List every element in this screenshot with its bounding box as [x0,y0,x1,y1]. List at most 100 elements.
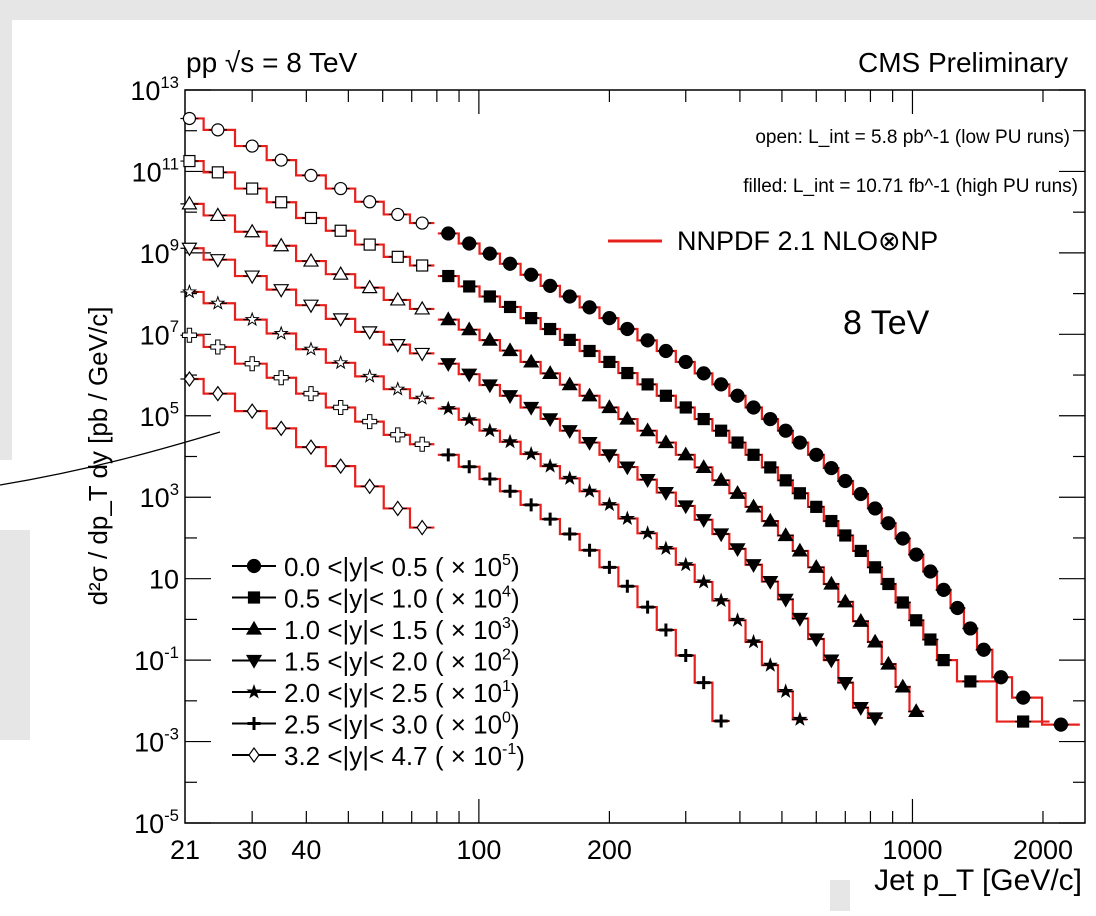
data-point-filled [894,678,911,693]
data-point-open [246,182,259,195]
data-point-filled [463,280,476,293]
data-point-open [333,354,349,370]
data-point-filled [462,460,476,474]
annotation-filled: filled: L_int = 10.71 fb^-1 (high PU run… [743,176,1078,197]
data-point-open [183,154,196,168]
background-strip-left [0,20,12,460]
data-point-filled [678,556,694,572]
annotation-theory: NNPDF 2.1 NLO⊗NP [677,226,938,256]
theory-curve-high-pt [437,232,1080,726]
data-point-filled [440,311,457,326]
legend-label: 0.5 <|y|< 1.0 ( × 104) [284,584,520,614]
annotation-energy: 8 TeV [843,304,930,342]
data-point-open [363,478,376,495]
data-point-filled [763,411,778,427]
background-strip-left-lower [0,530,30,740]
data-point-filled [867,633,884,648]
data-point-filled [542,413,559,428]
data-point-open [361,279,378,294]
data-point-filled [777,593,794,608]
data-point-filled [462,236,477,251]
data-point-filled [808,559,825,573]
data-point-filled [601,399,618,414]
legend-marker [248,746,260,764]
theory-curve-high-pt [437,362,883,720]
data-point-filled [640,333,655,348]
data-point-open [210,339,226,355]
data-point-filled [825,514,838,528]
y-tick-label: 1011 [132,154,179,187]
data-point-filled [679,401,692,414]
data-point-filled [764,461,777,474]
data-point-filled [602,560,616,574]
y-tick-label: 10-5 [134,806,179,839]
data-point-filled [602,311,617,326]
data-point-filled [745,559,762,573]
data-point-filled [745,633,762,649]
data-point-open [416,259,429,272]
data-point-filled [762,512,779,527]
data-point-filled [867,712,884,727]
data-point-filled [441,448,455,462]
data-point-filled [993,670,1009,685]
data-point-filled [563,527,577,541]
data-point-filled [808,633,825,648]
data-point-open [333,399,349,415]
data-point-filled [697,412,710,426]
data-point-filled [542,365,559,379]
data-point-filled [824,460,839,476]
data-point-open [362,414,378,430]
data-point-open [361,326,378,341]
y-tick-label: 10-3 [134,724,179,757]
data-point-filled [910,614,923,627]
data-point-filled [483,472,497,486]
data-point-open [414,300,431,315]
data-point-open [414,390,430,405]
data-point-open [302,299,320,314]
data-point-filled [792,711,808,726]
data-point-filled [730,388,745,403]
data-point-filled [963,621,978,636]
data-point-filled [601,449,618,464]
data-point-open [244,311,260,327]
data-point-filled [777,527,794,542]
data-point-filled [658,343,674,359]
axis-tick-labels: 21 30 40 100 200 1000 2000 10-5 10-3 10-1 10 103 105… [130,73,1073,865]
data-point-open [211,123,225,137]
data-point-filled [639,474,656,488]
data-point-open [181,283,198,299]
data-point-filled [762,575,779,590]
data-point-open [244,270,261,285]
data-point-filled [561,425,578,439]
data-point-filled [779,474,792,487]
data-point-filled [657,434,674,449]
data-point-filled [583,344,596,358]
x-tick-label: 21 [170,835,200,865]
x-tick-label: 200 [587,835,632,865]
data-point-open [209,254,226,268]
data-point-filled [641,600,655,614]
theory-curve-high-pt [437,318,923,713]
data-point-filled [937,654,950,667]
top-right-label: CMS Preliminary [858,47,1068,78]
data-point-filled [562,289,577,304]
data-point-filled [658,540,674,556]
data-point-filled [882,577,895,591]
data-point-filled [792,435,807,450]
data-point-filled [853,486,868,502]
y-tick-label: 1013 [130,73,179,106]
legend-marker [247,717,261,730]
y-tick-label: 10 [149,565,179,595]
data-point-filled [482,246,497,261]
data-point-filled [524,267,539,282]
y-tick-label: 109 [140,236,179,269]
data-point-filled [503,300,517,314]
data-point-open [274,153,288,167]
data-point-filled [440,358,457,372]
data-point-open [334,458,347,475]
data-point-filled [697,676,711,690]
data-point-open [273,325,289,340]
data-point-filled [441,226,456,241]
data-point-filled [581,436,598,451]
data-point-filled [923,564,938,579]
